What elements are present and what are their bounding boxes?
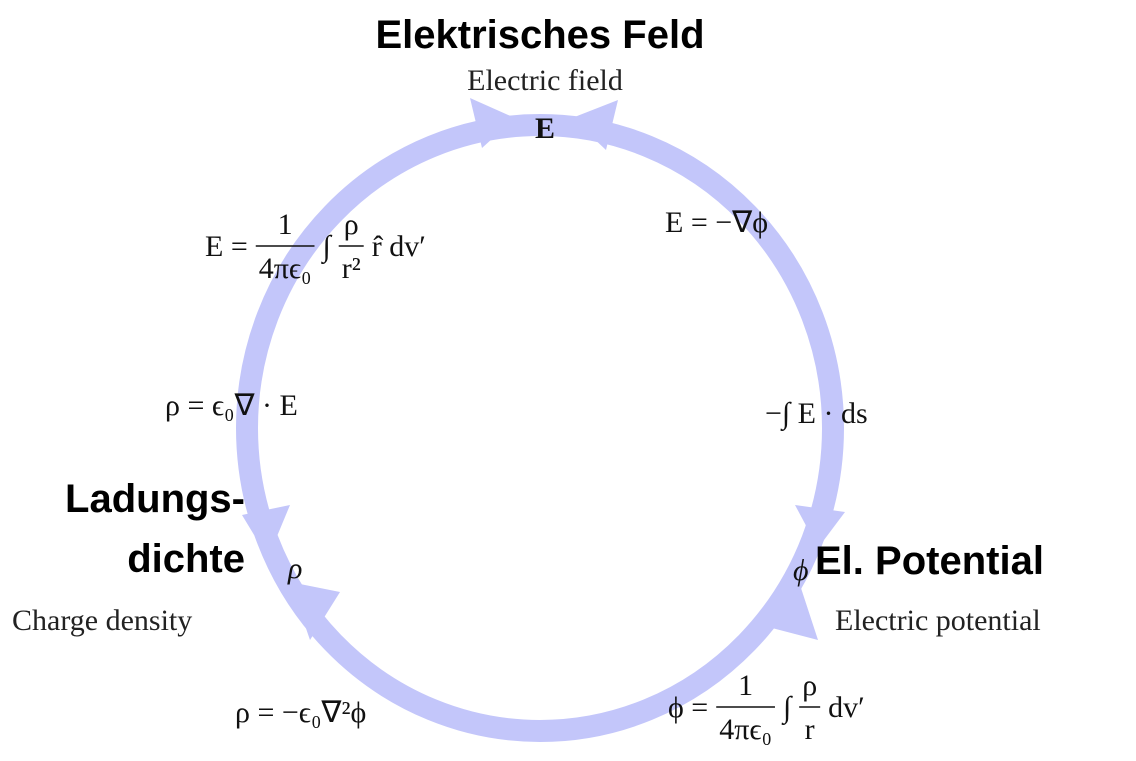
- formula-text: ∫: [781, 691, 793, 726]
- formula-text: E = −∇ϕ: [665, 206, 768, 239]
- formula-text: ϕ =: [668, 691, 708, 724]
- formula-text: E =: [205, 230, 248, 263]
- fraction-numerator: ρ: [344, 208, 359, 241]
- labels: Elektrisches Feld Electric field E Ladun…: [12, 13, 1044, 637]
- node-title: El. Potential: [815, 539, 1044, 583]
- fraction-denominator: r²: [342, 252, 361, 285]
- formula-text: r̂ dv′: [372, 230, 426, 263]
- formula-text: ρ = ϵ₀∇ · E: [165, 389, 298, 422]
- node-subtitle: Electric field: [467, 64, 623, 97]
- node-subtitle: Charge density: [12, 604, 192, 637]
- node-title: Elektrisches Feld: [375, 13, 704, 57]
- formula-text: dv′: [828, 691, 865, 724]
- node-symbol: ϕ: [793, 554, 809, 587]
- arrowhead: [572, 100, 618, 150]
- node-symbol: E: [535, 112, 555, 145]
- fraction-numerator: 1: [738, 669, 753, 702]
- node-subtitle: Electric potential: [835, 604, 1041, 637]
- fraction-numerator: ρ: [802, 669, 817, 702]
- arrowhead: [242, 505, 290, 558]
- arrowhead: [470, 98, 515, 148]
- formula-text: ρ = −ϵ₀∇²ϕ: [235, 696, 366, 729]
- fraction-denominator: r: [805, 713, 815, 746]
- arrowhead: [795, 505, 845, 548]
- formula-text: −∫ E · ds: [765, 397, 868, 432]
- node-title: Ladungs-: [65, 477, 245, 521]
- node-symbol: ρ: [287, 552, 302, 585]
- fraction-numerator: 1: [278, 208, 293, 241]
- arrowhead: [772, 585, 818, 640]
- cycle-ring: [236, 114, 844, 742]
- cycle-arrows: [236, 98, 845, 742]
- formula-text: ∫: [321, 230, 333, 265]
- fraction-denominator: 4πϵ₀: [719, 713, 772, 746]
- arrowhead: [290, 582, 340, 640]
- node-title: dichte: [127, 537, 245, 581]
- fraction-denominator: 4πϵ₀: [259, 252, 312, 285]
